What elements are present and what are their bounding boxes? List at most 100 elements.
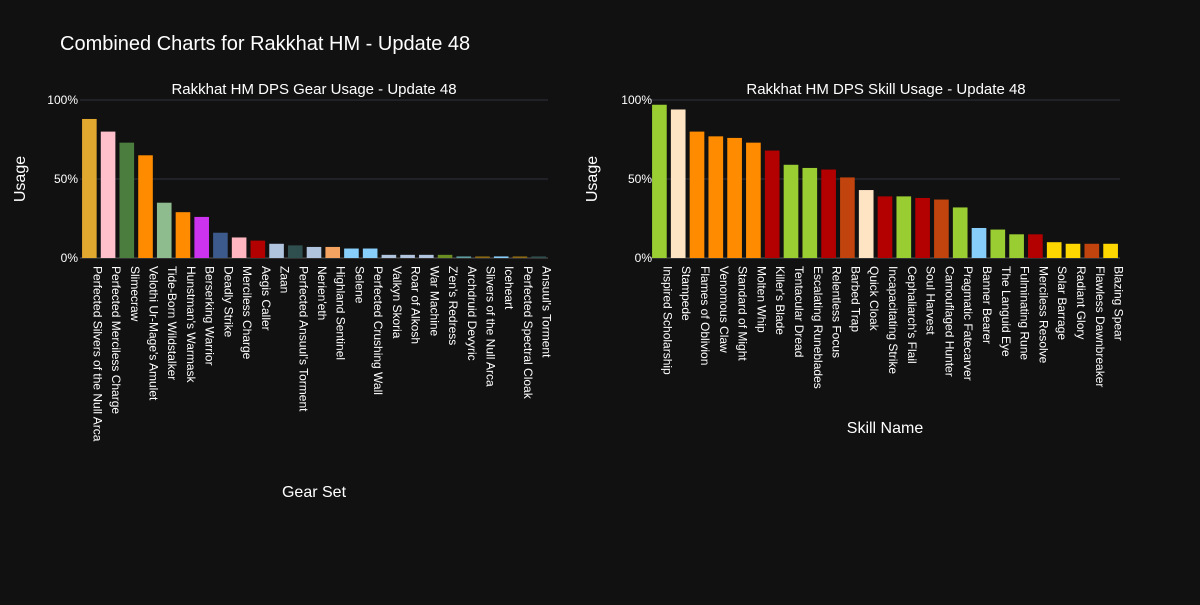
x-tick-label: Pragmatic Fatecarver bbox=[961, 266, 975, 381]
bar bbox=[1103, 243, 1118, 258]
x-axis-label: Gear Set bbox=[282, 484, 347, 501]
x-tick-label: Aegis Caller bbox=[259, 266, 273, 331]
bar bbox=[1028, 234, 1043, 258]
x-tick-label: Banner Bearer bbox=[980, 266, 994, 344]
x-tick-label: Slivers of the Null Arca bbox=[483, 266, 497, 387]
x-tick-label: Tentacular Dread bbox=[792, 266, 806, 357]
y-tick-label: 100% bbox=[621, 93, 652, 107]
bar bbox=[156, 202, 172, 258]
x-tick-label: Solar Barrage bbox=[1055, 266, 1069, 340]
bar bbox=[1009, 234, 1024, 258]
x-tick-label: Inspired Scholarship bbox=[660, 266, 674, 375]
bar bbox=[1084, 243, 1100, 258]
bar bbox=[325, 246, 341, 258]
bar bbox=[475, 256, 490, 258]
bar bbox=[512, 256, 528, 258]
x-tick-label: Highland Sentinel bbox=[334, 266, 348, 360]
x-tick-label: Deadly Strike bbox=[221, 266, 235, 338]
x-tick-label: Perfected Spectral Cloak bbox=[521, 266, 535, 400]
bar bbox=[437, 254, 453, 258]
x-tick-label: Venomous Claw bbox=[717, 266, 731, 353]
bar bbox=[306, 246, 322, 258]
y-axis-label: Usage bbox=[584, 156, 601, 202]
x-tick-label: Incapacitating Strike bbox=[886, 266, 900, 374]
x-tick-label: Ansuul's Torment bbox=[540, 266, 554, 358]
x-axis-label: Skill Name bbox=[847, 420, 924, 437]
bar bbox=[783, 164, 799, 258]
bar bbox=[493, 256, 509, 258]
x-tick-label: Roar of Alkosh bbox=[409, 266, 423, 344]
bar bbox=[840, 177, 855, 258]
bar bbox=[362, 248, 378, 258]
bar bbox=[419, 254, 434, 258]
bar bbox=[231, 237, 247, 258]
x-tick-label: Escalating Runeblades bbox=[811, 266, 825, 389]
x-tick-label: Perfected Ansuul's Torment bbox=[296, 266, 310, 412]
x-tick-label: The Languid Eye bbox=[999, 266, 1013, 357]
x-tick-label: Relentless Focus bbox=[830, 266, 844, 358]
x-tick-label: Nerien'eth bbox=[315, 266, 329, 320]
bar bbox=[381, 254, 397, 258]
bar bbox=[531, 256, 546, 258]
bar bbox=[952, 207, 968, 258]
bar bbox=[934, 199, 949, 258]
bar bbox=[175, 212, 191, 258]
x-tick-label: Cephaliarch's Flail bbox=[905, 266, 919, 364]
bar bbox=[971, 227, 987, 258]
bar bbox=[456, 256, 472, 258]
bar bbox=[250, 240, 266, 258]
bar bbox=[400, 254, 415, 258]
x-tick-label: Blazing Spear bbox=[1112, 266, 1126, 341]
x-tick-label: Molten Whip bbox=[754, 266, 768, 333]
y-axis-label: Usage bbox=[12, 156, 29, 202]
x-tick-label: Flames of Oblivion bbox=[698, 266, 712, 365]
bar bbox=[119, 142, 135, 258]
bar bbox=[708, 136, 724, 258]
figure-title: Combined Charts for Rakkhat HM - Update … bbox=[60, 33, 470, 55]
x-tick-label: Soul Harvest bbox=[924, 266, 938, 335]
x-tick-label: Flawless Dawnbreaker bbox=[1093, 266, 1107, 387]
y-tick-label: 50% bbox=[628, 172, 652, 186]
x-tick-label: Killer's Blade bbox=[773, 266, 787, 335]
x-tick-label: Archdruid Devyric bbox=[465, 266, 479, 361]
bar bbox=[915, 197, 930, 258]
x-tick-label: Berserking Warrior bbox=[203, 266, 217, 366]
bar bbox=[802, 167, 818, 258]
x-tick-label: Standard of Might bbox=[736, 266, 750, 361]
y-tick-label: 0% bbox=[635, 251, 653, 265]
bar bbox=[269, 243, 284, 258]
bar bbox=[287, 245, 303, 258]
chart-title: Rakkhat HM DPS Gear Usage - Update 48 bbox=[171, 81, 456, 98]
bar bbox=[821, 169, 836, 258]
x-tick-label: Iceheart bbox=[502, 266, 516, 310]
x-tick-label: Radiant Glory bbox=[1074, 266, 1088, 339]
bar bbox=[213, 232, 228, 258]
bar bbox=[82, 118, 97, 259]
y-tick-label: 100% bbox=[47, 93, 78, 107]
x-tick-label: Zaan bbox=[278, 266, 292, 293]
bar bbox=[1046, 242, 1062, 258]
bar bbox=[344, 248, 359, 258]
x-tick-label: Merciless Charge bbox=[240, 266, 254, 360]
y-tick-label: 0% bbox=[61, 251, 79, 265]
x-tick-label: Perfected Merciless Charge bbox=[109, 266, 123, 414]
x-tick-label: Stampede bbox=[679, 266, 693, 321]
bar bbox=[652, 104, 667, 259]
x-tick-label: Barbed Trap bbox=[848, 266, 862, 332]
bar bbox=[990, 229, 1006, 258]
bar bbox=[689, 131, 705, 258]
x-tick-label: Camouflaged Hunter bbox=[942, 266, 956, 377]
x-tick-label: Quick Cloak bbox=[867, 266, 881, 332]
skill-usage-chart: 0% 50% 100% Rakkhat HM DPS Skill Usage - Up… bbox=[584, 81, 1126, 437]
x-tick-label: Selene bbox=[352, 266, 366, 304]
bar bbox=[100, 131, 116, 258]
x-tick-label: Tide-Born Wildstalker bbox=[165, 266, 179, 380]
bar bbox=[746, 142, 761, 258]
bar bbox=[194, 216, 209, 258]
bar bbox=[727, 137, 742, 258]
bar bbox=[877, 196, 893, 258]
bar bbox=[858, 190, 874, 258]
bar bbox=[670, 109, 686, 258]
